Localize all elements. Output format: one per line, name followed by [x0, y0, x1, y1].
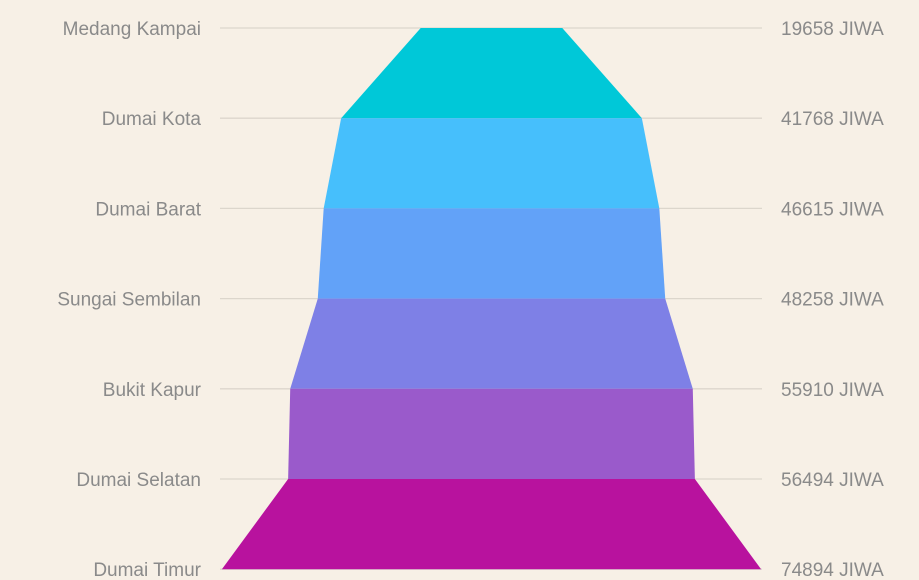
category-label: Dumai Timur — [93, 560, 201, 580]
category-label: Dumai Barat — [95, 199, 201, 220]
value-label: 48258 JIWA — [781, 290, 884, 311]
funnel-segment — [290, 298, 693, 389]
value-label: 19658 JIWA — [781, 19, 884, 40]
category-label: Dumai Selatan — [76, 470, 201, 491]
funnel-segment — [288, 388, 695, 479]
funnel-segments — [221, 28, 762, 570]
funnel-segment — [341, 28, 642, 119]
value-label: 41768 JIWA — [781, 109, 884, 130]
funnel-segment — [323, 118, 660, 209]
funnel-segment — [221, 479, 762, 570]
value-label: 56494 JIWA — [781, 470, 884, 491]
funnel-segment — [317, 208, 666, 299]
category-labels: Medang Kampai Dumai Kota Dumai Barat Sungai… — [57, 19, 201, 580]
category-label: Sungai Sembilan — [57, 290, 201, 311]
category-label: Dumai Kota — [102, 109, 202, 130]
value-label: 55910 JIWA — [781, 380, 884, 401]
category-label: Bukit Kapur — [103, 380, 202, 401]
value-labels: 19658 JIWA 41768 JIWA 46615 JIWA 48258 JIWA… — [781, 19, 884, 580]
category-label: Medang Kampai — [63, 19, 201, 40]
value-label: 46615 JIWA — [781, 199, 884, 220]
value-label: 74894 JIWA — [781, 560, 884, 580]
